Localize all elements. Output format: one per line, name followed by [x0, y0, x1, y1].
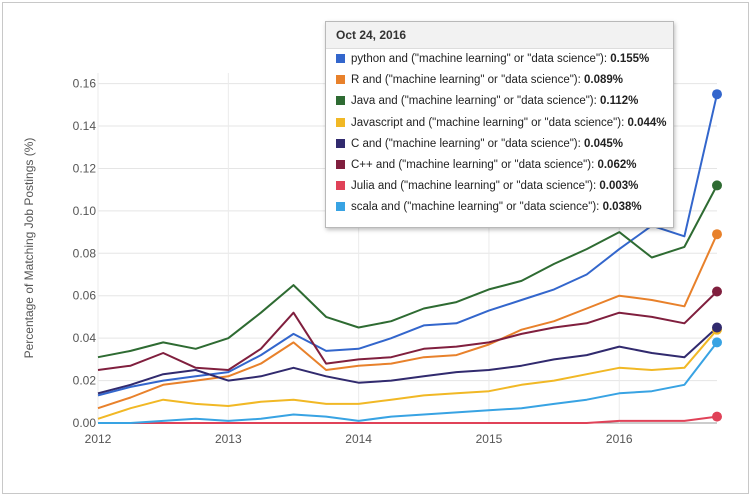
tooltip-row: Julia and ("machine learning" or "data s…: [326, 176, 673, 197]
y-axis-ticks: 0.00 0.02 0.04 0.06 0.08 0.10 0.12 0.14 0.16: [73, 77, 97, 430]
tooltip-row-value: 0.045%: [584, 137, 624, 150]
tooltip-row-label: C and ("machine learning" or "data scien…: [351, 137, 585, 150]
x-tick-2013: 2013: [215, 432, 242, 446]
y-tick-0.04: 0.04: [73, 331, 97, 345]
series-line-julia: [98, 415, 718, 424]
series-line-java: [97, 184, 718, 359]
tooltip-row: python and ("machine learning" or "data …: [326, 49, 673, 70]
series-swatch: [336, 117, 345, 127]
tooltip-row-label: Javascript and ("machine learning" or "d…: [351, 116, 628, 129]
series-swatch: [336, 96, 345, 106]
tooltip-row-value: 0.155%: [610, 53, 650, 65]
tooltip-row-label: Java and ("machine learning" or "data sc…: [351, 95, 601, 108]
tooltip-row-label: R and ("machine learning" or "data scien…: [351, 74, 585, 87]
tooltip-row: Javascript and ("machine learning" or "d…: [326, 113, 673, 134]
series-swatch: [336, 75, 345, 85]
y-tick-0.02: 0.02: [73, 374, 97, 388]
endpoint-java[interactable]: [712, 180, 722, 191]
tooltip-rows: python and ("machine learning" or "data …: [326, 49, 673, 219]
series-line-c: [97, 326, 718, 395]
y-tick-0.10: 0.10: [73, 204, 97, 218]
endpoint-c[interactable]: [712, 322, 722, 333]
y-axis-label: Percentage of Matching Job Postings (%): [22, 138, 36, 359]
y-tick-0.08: 0.08: [73, 246, 97, 260]
series-swatch: [336, 159, 345, 169]
endpoint-markers[interactable]: [712, 89, 722, 422]
tooltip-row: scala and ("machine learning" or "data s…: [326, 197, 673, 218]
x-axis-ticks: 2012 2013 2014 2015 2016: [85, 432, 633, 446]
series-line-cpp: [97, 290, 718, 371]
y-tick-0.16: 0.16: [73, 77, 97, 91]
tooltip-row-label: scala and ("machine learning" or "data s…: [351, 201, 603, 214]
tooltip-row-value: 0.089%: [584, 74, 624, 87]
tooltip-row-value: 0.003%: [599, 180, 639, 193]
tooltip-row-label: python and ("machine learning" or "data …: [351, 53, 611, 65]
tooltip-row: C and ("machine learning" or "data scien…: [326, 134, 673, 155]
series-lines: [97, 93, 718, 424]
tooltip-row: Java and ("machine learning" or "data sc…: [326, 91, 673, 112]
tooltip-row-label: Julia and ("machine learning" or "data s…: [351, 180, 600, 193]
x-tick-2015: 2015: [476, 432, 503, 446]
series-swatch: [336, 138, 345, 148]
x-tick-2014: 2014: [345, 432, 372, 446]
y-tick-0.06: 0.06: [73, 289, 97, 303]
tooltip-row: C++ and ("machine learning" or "data sci…: [326, 155, 673, 176]
series-swatch: [336, 54, 345, 63]
series-swatch: [336, 181, 345, 191]
tooltip-row-label: C++ and ("machine learning" or "data sci…: [351, 158, 598, 171]
x-tick-2016: 2016: [606, 432, 633, 446]
series-line-python: [97, 93, 718, 397]
tooltip-row-value: 0.112%: [600, 95, 639, 108]
y-tick-0.00: 0.00: [73, 416, 97, 430]
endpoint-julia[interactable]: [712, 411, 722, 422]
series-line-scala: [98, 341, 718, 424]
endpoint-cpp[interactable]: [712, 286, 722, 297]
tooltip-row-value: 0.062%: [597, 158, 637, 171]
endpoint-scala[interactable]: [712, 337, 722, 348]
endpoint-python[interactable]: [712, 89, 722, 100]
tooltip-row: R and ("machine learning" or "data scien…: [326, 70, 673, 91]
tooltip-row-value: 0.044%: [627, 116, 667, 129]
x-tick-2012: 2012: [85, 432, 112, 446]
series-line-javascript: [97, 329, 718, 420]
series-line-r: [97, 233, 718, 410]
tooltip-date: Oct 24, 2016: [326, 22, 673, 49]
y-tick-0.14: 0.14: [73, 119, 97, 133]
tooltip-row-value: 0.038%: [602, 201, 642, 214]
series-swatch: [336, 202, 345, 212]
endpoint-r[interactable]: [712, 229, 722, 240]
hover-tooltip: Oct 24, 2016 python and ("machine learni…: [325, 21, 674, 228]
y-tick-0.12: 0.12: [73, 161, 97, 175]
